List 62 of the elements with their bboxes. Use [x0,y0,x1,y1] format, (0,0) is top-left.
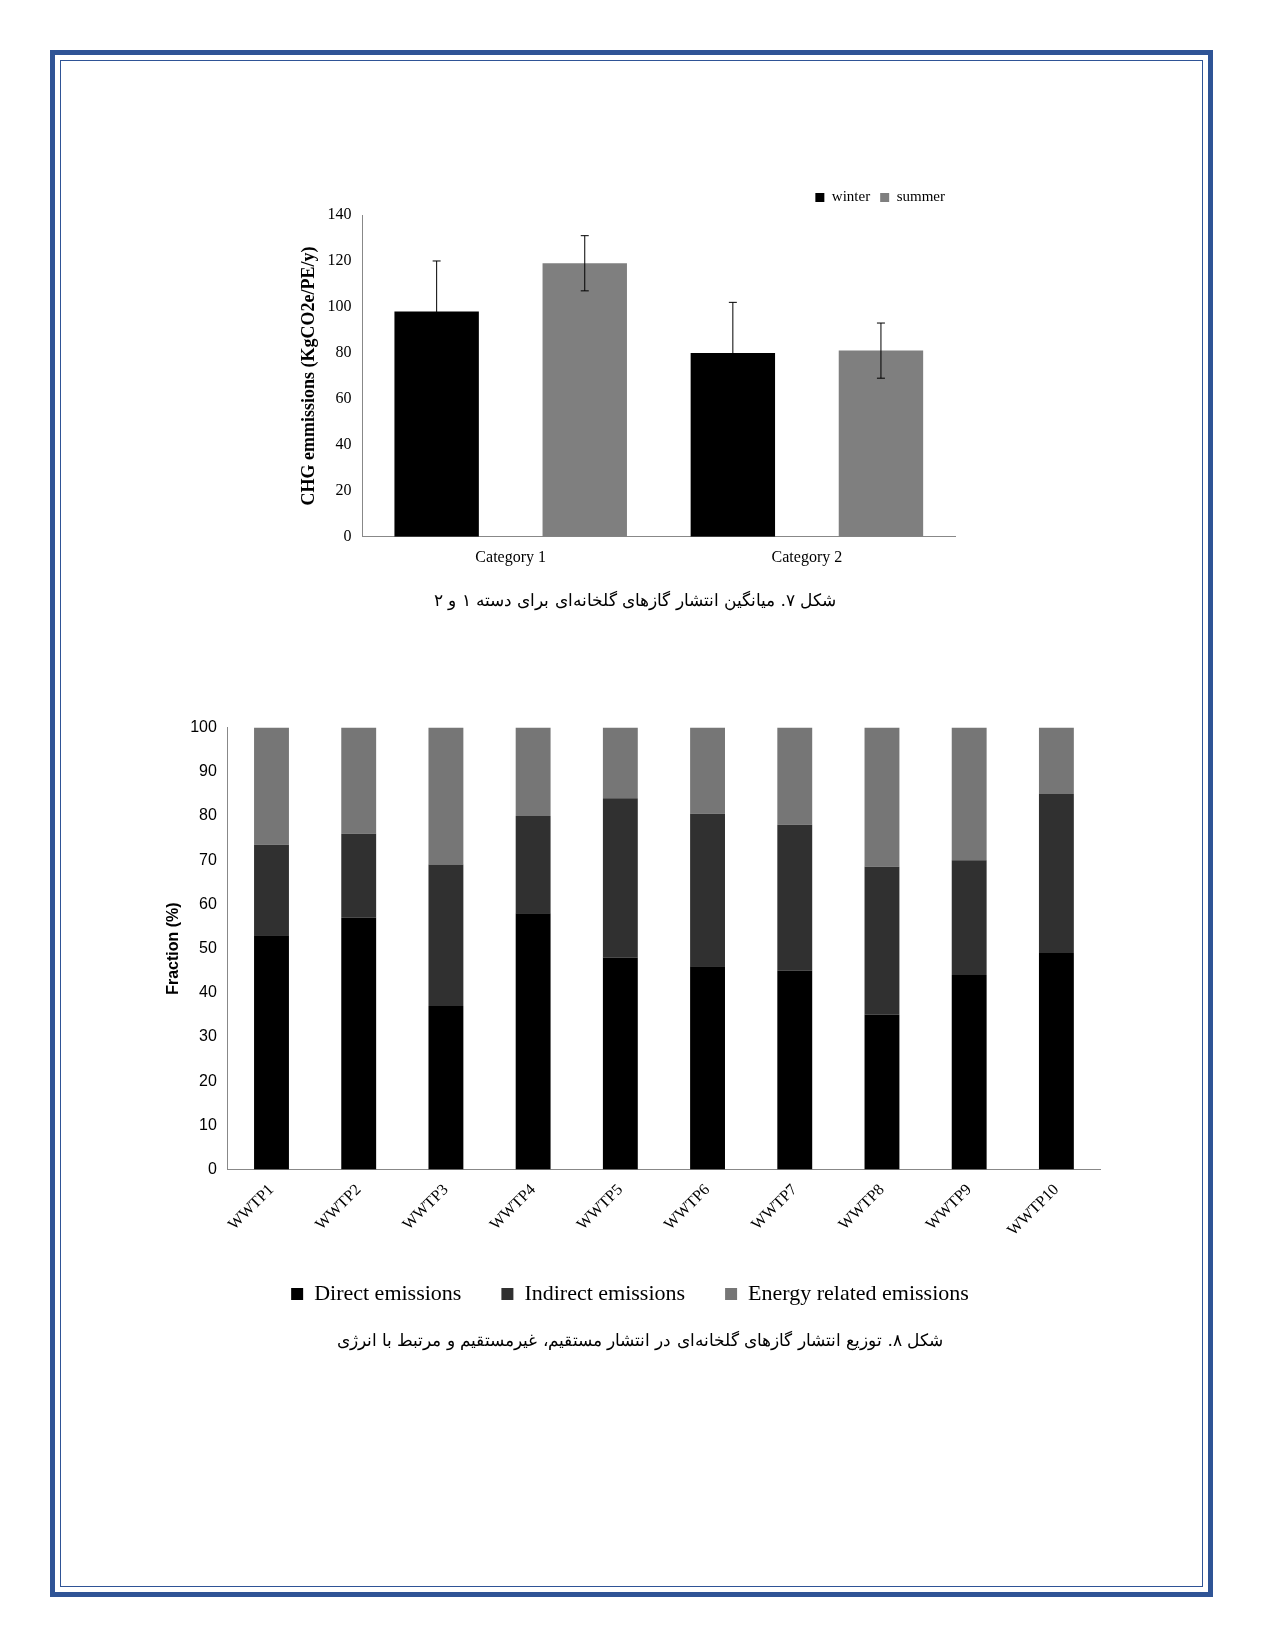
bar [341,917,377,1170]
text: شکل ۸. توزیع انتشار گازهای گلخانه‌ای در انتشار مستقیم، غیرمستقیم و مرتبط با انرژی [335,1330,945,1350]
bar [864,866,900,1015]
y-tick-label: 10 [199,1115,217,1133]
bar [777,824,813,971]
y-tick-label: 90 [199,762,217,780]
bar [602,727,638,799]
y-tick-label: 120 [327,251,352,269]
bar [864,1014,900,1170]
y-tick-label: 100 [327,297,352,315]
y-tick-label: 140 [327,205,352,223]
bar [690,966,725,1170]
bar [951,727,987,861]
bar [254,844,289,936]
bar [341,833,377,918]
y-axis-title: CHG emmissions (KgCO2e/PE/y) [298,246,320,506]
bar [515,727,551,816]
bar [777,727,813,825]
bar [690,813,725,967]
bar [1038,952,1074,1170]
bar [254,935,289,1170]
x-tick-label: Category 1 [475,547,547,566]
bar [838,350,924,537]
bar [602,798,638,958]
y-tick-label: 80 [199,806,217,824]
text: شکل ۷. میانگین انتشار گازهای گلخانه‌ای برای دسته ۱ و ۲ [432,590,838,610]
bar [777,970,813,1170]
bar [254,727,289,845]
bar [1038,793,1074,953]
bar [951,975,987,1170]
y-tick-label: 60 [199,894,217,912]
bar [515,913,551,1170]
bar [428,1006,464,1170]
bar [542,263,627,537]
y-tick-label: 30 [199,1027,217,1045]
x-tick-label: Category 2 [771,547,843,566]
y-tick-label: 50 [199,938,217,956]
bar [1038,727,1074,794]
legend-label: Direct emissions [314,1279,462,1305]
y-tick-label: 60 [335,389,352,407]
y-tick-label: 0 [207,1159,217,1177]
y-tick-label: 70 [199,850,217,868]
legend-label: summer [896,188,945,205]
y-tick-label: 20 [335,481,352,499]
bar [428,727,464,865]
bar [864,727,900,867]
bar [428,864,464,1007]
y-tick-label: 40 [335,435,352,453]
bar [341,727,377,834]
bar [951,860,987,976]
bar [602,957,638,1170]
y-tick-label: 40 [199,983,217,1001]
legend-label: Energy related emissions [748,1279,969,1305]
bar [690,727,725,814]
bar [515,815,551,914]
y-tick-label: 20 [199,1071,217,1089]
y-tick-label: 80 [335,343,352,361]
y-tick-label: 0 [343,527,352,544]
legend-label: Indirect emissions [524,1279,686,1305]
y-axis-title: Fraction (%) [164,902,182,995]
legend-label: winter [831,188,871,205]
y-tick-label: 100 [190,718,217,736]
